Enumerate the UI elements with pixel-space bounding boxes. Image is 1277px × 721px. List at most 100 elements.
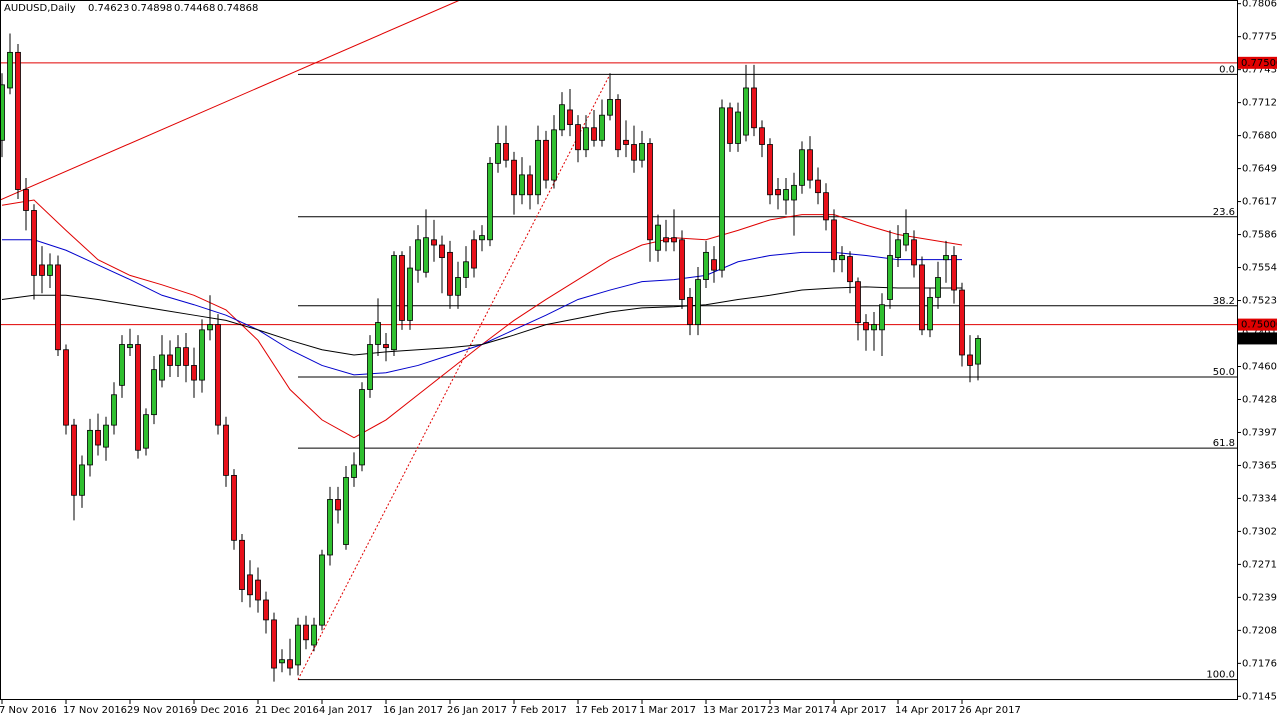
x-tick-label: 17 Nov 2016 <box>63 705 127 716</box>
candle-body <box>391 255 397 351</box>
x-tick-label: 13 Mar 2017 <box>703 705 766 716</box>
candle-body <box>15 51 21 190</box>
candle-body <box>0 84 5 141</box>
candle-body <box>551 129 557 181</box>
candle-body <box>839 255 845 261</box>
candle-body <box>207 324 213 331</box>
candle-body <box>223 424 229 476</box>
candle-body <box>943 255 949 261</box>
candle-body <box>775 189 781 196</box>
candle-body <box>919 264 925 331</box>
x-tick-label: 7 Nov 2016 <box>0 705 57 716</box>
close-value: 0.74868 <box>217 3 258 14</box>
fib-label: 38.2 <box>1213 296 1235 307</box>
y-tick-label: 0.71450 <box>1242 691 1277 702</box>
y-tick-label: 0.72395 <box>1242 592 1277 603</box>
candle-body <box>719 107 725 271</box>
candle-body <box>679 239 685 300</box>
y-tick-label: 0.71765 <box>1242 658 1277 669</box>
candle-body <box>935 277 941 298</box>
price-box <box>1238 318 1277 331</box>
candle-body <box>503 143 509 161</box>
moving-average <box>1 286 962 356</box>
x-tick-label: 29 Nov 2016 <box>127 705 191 716</box>
candle-body <box>567 109 573 126</box>
candle-body <box>359 389 365 466</box>
fib-anchor <box>297 74 611 680</box>
last-price-box <box>1238 332 1277 345</box>
candle-body <box>607 99 613 116</box>
candle-body <box>855 281 861 323</box>
x-tick-label: 16 Jan 2017 <box>383 705 443 716</box>
candle-body <box>199 329 205 381</box>
x-tick-label: 7 Feb 2017 <box>511 705 567 716</box>
y-tick-label: 0.73025 <box>1242 526 1277 537</box>
x-tick-label: 26 Apr 2017 <box>959 705 1021 716</box>
candle-body <box>903 233 909 246</box>
fib-label: 100.0 <box>1206 670 1235 681</box>
candle-body <box>911 239 917 266</box>
candle-body <box>439 244 445 258</box>
fib-label: 50.0 <box>1213 367 1235 378</box>
candle-body <box>511 159 517 196</box>
candle-body <box>31 210 37 276</box>
y-tick-label: 0.74285 <box>1242 394 1277 405</box>
x-tick-label: 23 Mar 2017 <box>767 705 830 716</box>
candle-body <box>175 347 181 366</box>
candle-body <box>479 235 485 241</box>
y-tick-label: 0.78065 <box>1242 0 1277 10</box>
candle-body <box>791 184 797 201</box>
candle-body <box>23 189 29 211</box>
candle-body <box>127 344 133 349</box>
candle-body <box>663 237 669 243</box>
x-tick-label: 17 Feb 2017 <box>575 705 637 716</box>
candle-body <box>327 499 333 556</box>
x-tick-label: 26 Jan 2017 <box>447 705 507 716</box>
fib-label: 0.0 <box>1219 64 1235 75</box>
y-tick-label: 0.76175 <box>1242 197 1277 208</box>
candle-body <box>415 239 421 271</box>
candle-body <box>167 354 173 366</box>
candle-body <box>727 107 733 144</box>
candle-body <box>767 144 773 196</box>
candle-body <box>815 179 821 194</box>
candle-body <box>799 149 805 186</box>
y-tick-label: 0.77435 <box>1242 65 1277 76</box>
candle-body <box>119 344 125 386</box>
candle-body <box>967 354 973 366</box>
candle-body <box>95 429 101 446</box>
candle-body <box>375 322 381 345</box>
trendline <box>0 0 461 201</box>
candle-body <box>367 344 373 390</box>
candle-body <box>463 261 469 278</box>
candle-body <box>863 322 869 331</box>
candle-body <box>47 264 53 276</box>
candle-body <box>807 149 813 181</box>
candle-body <box>71 424 77 496</box>
candle-body <box>111 394 117 426</box>
candle-body <box>423 237 429 273</box>
y-tick-label: 0.76805 <box>1242 131 1277 142</box>
fib-label: 23.6 <box>1213 207 1235 218</box>
candle-body <box>823 192 829 221</box>
candle-body <box>623 139 629 145</box>
candle-body <box>455 277 461 296</box>
candle-body <box>575 124 581 151</box>
candle-body <box>895 239 901 258</box>
price-box <box>1238 56 1277 69</box>
x-tick-label: 1 Mar 2017 <box>639 705 696 716</box>
candle-body <box>495 143 501 164</box>
candle-body <box>583 127 589 151</box>
candle-body <box>559 104 565 131</box>
